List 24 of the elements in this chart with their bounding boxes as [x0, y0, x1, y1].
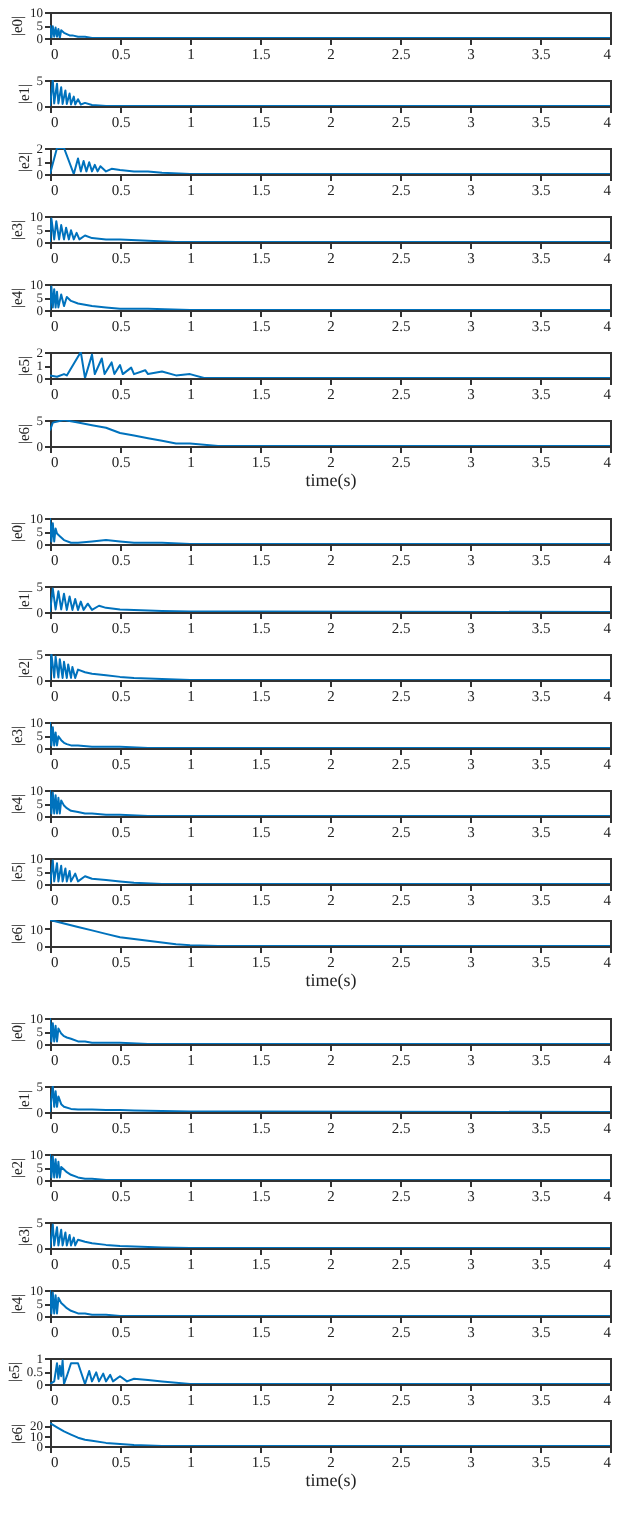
- x-axis-title: time(s): [305, 970, 357, 990]
- line-series: [50, 420, 610, 446]
- line-series: [50, 654, 610, 680]
- line-series: [50, 587, 610, 612]
- line-series: [50, 285, 610, 310]
- line-series: [50, 1018, 610, 1044]
- line-series: [50, 1359, 610, 1384]
- line-series: [50, 148, 610, 174]
- line-series: [50, 80, 610, 106]
- line-series: [50, 1422, 610, 1446]
- line-series: [50, 217, 610, 242]
- line-series: [50, 1223, 610, 1248]
- line-series: [50, 1290, 610, 1316]
- x-axis-title: time(s): [305, 1470, 357, 1490]
- line-series: [50, 1086, 610, 1112]
- line-series: [50, 1154, 610, 1180]
- line-series: [50, 722, 610, 748]
- line-series: [50, 352, 610, 378]
- line-series: [50, 790, 610, 816]
- line-series: [50, 518, 610, 544]
- line-series: [50, 920, 610, 946]
- line-series: [50, 24, 610, 38]
- x-axis-title: time(s): [305, 470, 357, 490]
- line-series: [50, 859, 610, 884]
